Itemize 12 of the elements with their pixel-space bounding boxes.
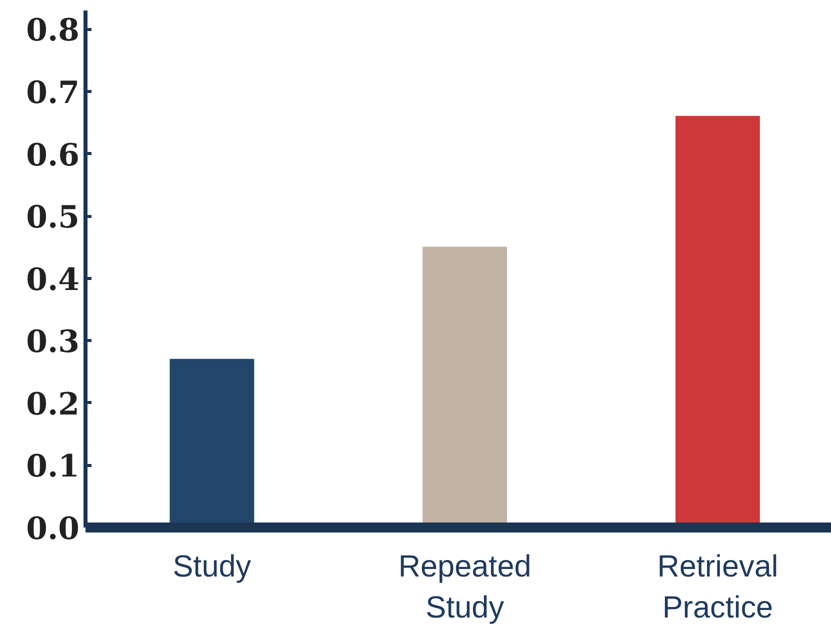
y-tick-label: 0.5 bbox=[26, 200, 80, 236]
x-tick-label: Repeated Study bbox=[398, 550, 532, 624]
x-tick-label: Study bbox=[172, 550, 252, 584]
y-tick-label: 0.3 bbox=[26, 324, 80, 360]
y-tick-label: 0.0 bbox=[26, 511, 80, 547]
y-tick-label: 0.1 bbox=[26, 448, 80, 485]
x-tick-label: Retrieval Practice bbox=[657, 550, 778, 624]
y-tick-label: 0.6 bbox=[26, 137, 80, 174]
y-tick-label: 0.8 bbox=[26, 12, 80, 49]
y-tick-label: 0.4 bbox=[26, 262, 80, 298]
y-tick-label: 0.7 bbox=[26, 74, 80, 111]
y-tick-label: 0.2 bbox=[26, 386, 80, 422]
